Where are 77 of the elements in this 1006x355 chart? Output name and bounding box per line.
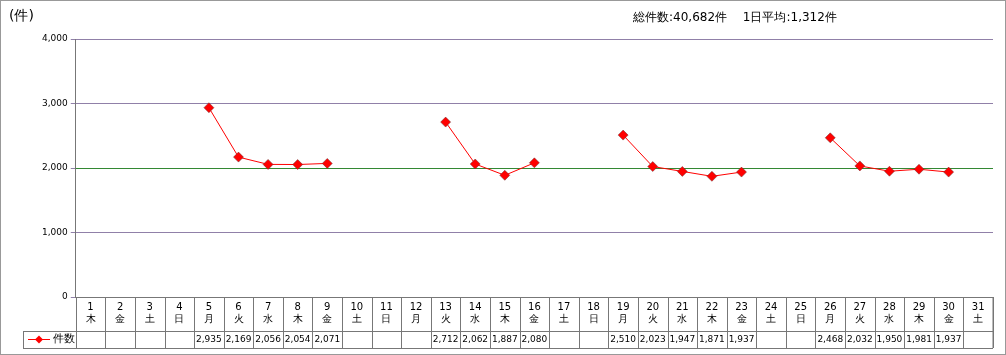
x-tick-label: 8 木 (292, 300, 303, 324)
text: 総件数:40,682件 1日平均:1,312件 (633, 9, 837, 26)
data-label: 1,887 (491, 333, 518, 344)
x-tick-label: 30 金 (942, 300, 955, 324)
x-tick-label: 12 月 (409, 300, 423, 324)
point (499, 170, 511, 181)
x-tick-label: 6 火 (233, 300, 244, 324)
x-tick-label: 28 水 (883, 300, 896, 324)
x-tick-label: 26 月 (823, 300, 837, 324)
data-label: 2,071 (314, 333, 341, 344)
point (469, 158, 481, 170)
x-tick-label: 27 火 (853, 300, 867, 324)
point (233, 151, 244, 163)
y-axis-title: (件) (9, 7, 34, 25)
data-label: 1,950 (876, 333, 903, 344)
y-tick-label: 3,000 (42, 97, 69, 108)
data-label: 1,871 (699, 333, 725, 344)
point (825, 132, 836, 144)
x-tick-label: 3 土 (144, 300, 155, 324)
data-label: 1,937 (935, 333, 962, 344)
x-tick-label: 25 日 (794, 300, 808, 324)
point (854, 160, 866, 172)
point (322, 158, 333, 169)
data-label: 2,169 (225, 333, 252, 344)
point (617, 129, 629, 141)
legend-label: 件数 (53, 332, 75, 346)
data-label: 2,080 (521, 333, 548, 344)
point (647, 161, 658, 172)
x-tick-label: 4 日 (174, 300, 185, 324)
point (440, 116, 451, 128)
point (884, 165, 895, 177)
point (292, 159, 303, 170)
data-label: 2,468 (817, 333, 844, 344)
data-label: 2,056 (255, 333, 282, 344)
x-tick-label: 31 土 (971, 300, 985, 324)
data-label: 2,032 (846, 333, 873, 344)
x-tick-label: 20 火 (646, 300, 660, 324)
x-tick-label: 24 土 (764, 300, 778, 324)
y-tick-label: 0 (62, 291, 69, 302)
point (203, 102, 215, 113)
x-tick-label: 19 月 (616, 300, 630, 324)
data-label: 2,712 (432, 333, 459, 344)
x-tick-label: 14 水 (468, 300, 482, 324)
x-tick-label: 17 土 (557, 300, 571, 324)
data-label: 2,510 (610, 333, 637, 344)
data-label: 2,062 (462, 333, 489, 344)
point (677, 166, 688, 177)
x-tick-label: 9 金 (322, 300, 333, 324)
data-label: 2,054 (284, 333, 311, 344)
point (262, 159, 274, 170)
point (736, 166, 747, 178)
x-tick-label: 21 水 (675, 300, 689, 324)
point (706, 171, 718, 182)
x-tick-label: 10 土 (350, 300, 364, 324)
x-tick-label: 18 日 (587, 300, 600, 324)
data-label: 2,023 (639, 333, 666, 344)
x-tick-label: 1 木 (85, 300, 96, 324)
x-tick-label: 29 木 (912, 300, 926, 324)
x-tick-label: 7 水 (263, 300, 274, 324)
point (913, 163, 925, 175)
x-tick-label: 22 木 (705, 300, 719, 324)
x-tick-label: 13 火 (439, 300, 452, 324)
y-tick-label: 1,000 (42, 226, 69, 237)
x-tick-label: 23 金 (735, 300, 748, 324)
y-tick-label: 4,000 (42, 33, 69, 44)
point (943, 166, 954, 178)
data-label: 1,937 (728, 333, 755, 344)
data-label: 2,935 (196, 333, 222, 344)
point (529, 157, 540, 169)
x-tick-label: 16 金 (528, 300, 541, 324)
x-tick-label: 15 木 (498, 300, 512, 324)
data-label: 1,947 (669, 333, 696, 344)
data-label: 1,981 (906, 333, 932, 344)
y-tick-label: 2,000 (42, 162, 69, 173)
x-tick-label: 2 金 (115, 300, 126, 324)
x-tick-label: 5 月 (203, 300, 214, 324)
x-tick-label: 11 日 (380, 300, 393, 324)
